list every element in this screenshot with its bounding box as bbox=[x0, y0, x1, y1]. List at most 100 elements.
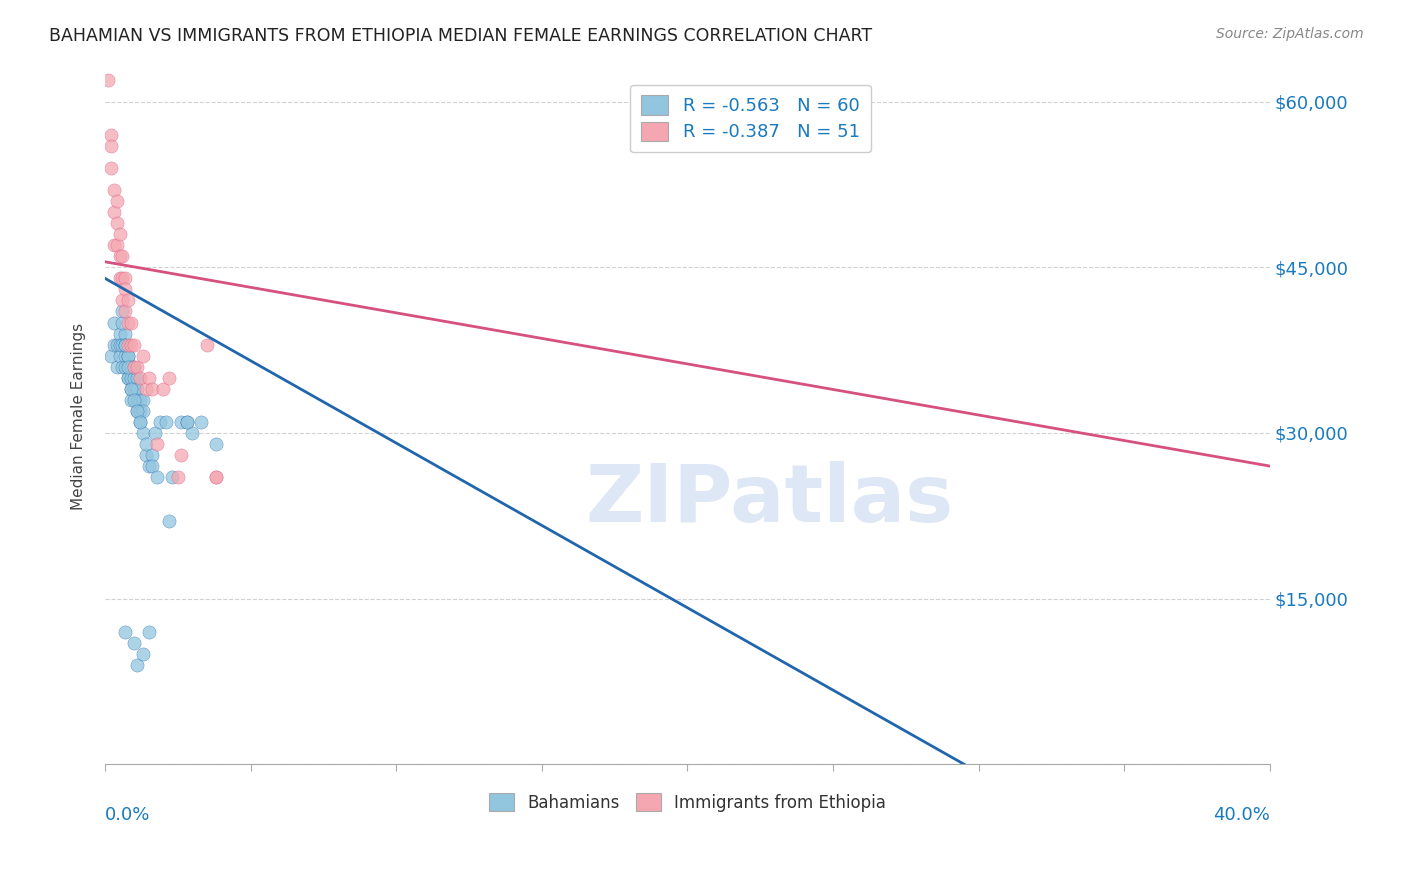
Point bbox=[103, 205, 125, 219]
Point bbox=[117, 337, 139, 351]
Point bbox=[105, 238, 128, 252]
Point bbox=[105, 216, 128, 230]
Point bbox=[157, 370, 180, 384]
Point bbox=[195, 337, 218, 351]
Point bbox=[111, 337, 134, 351]
Point bbox=[100, 138, 122, 153]
Point bbox=[122, 370, 145, 384]
Point bbox=[129, 415, 152, 429]
Point bbox=[125, 404, 148, 418]
Text: 40.0%: 40.0% bbox=[1213, 806, 1270, 824]
Point bbox=[141, 448, 163, 462]
Point bbox=[138, 624, 160, 639]
Point bbox=[190, 415, 212, 429]
Point bbox=[125, 657, 148, 672]
Point bbox=[132, 392, 155, 407]
Point bbox=[149, 415, 172, 429]
Point bbox=[155, 415, 177, 429]
Point bbox=[100, 128, 122, 142]
Point bbox=[108, 249, 131, 263]
Point bbox=[176, 415, 198, 429]
Point bbox=[122, 382, 145, 396]
Point bbox=[103, 337, 125, 351]
Point bbox=[125, 392, 148, 407]
Point bbox=[103, 238, 125, 252]
Point bbox=[117, 349, 139, 363]
Point bbox=[138, 370, 160, 384]
Point bbox=[111, 271, 134, 285]
Point bbox=[117, 293, 139, 308]
Point bbox=[108, 227, 131, 242]
Point bbox=[120, 382, 142, 396]
Text: BAHAMIAN VS IMMIGRANTS FROM ETHIOPIA MEDIAN FEMALE EARNINGS CORRELATION CHART: BAHAMIAN VS IMMIGRANTS FROM ETHIOPIA MED… bbox=[49, 27, 872, 45]
Point bbox=[117, 349, 139, 363]
Point bbox=[125, 359, 148, 374]
Point bbox=[100, 349, 122, 363]
Point bbox=[157, 514, 180, 528]
Point bbox=[120, 382, 142, 396]
Point bbox=[108, 349, 131, 363]
Legend: Bahamians, Immigrants from Ethiopia: Bahamians, Immigrants from Ethiopia bbox=[482, 787, 893, 819]
Point bbox=[120, 359, 142, 374]
Point bbox=[181, 425, 204, 440]
Point bbox=[114, 359, 136, 374]
Point bbox=[132, 404, 155, 418]
Text: Source: ZipAtlas.com: Source: ZipAtlas.com bbox=[1216, 27, 1364, 41]
Point bbox=[114, 337, 136, 351]
Point bbox=[132, 425, 155, 440]
Point bbox=[135, 448, 157, 462]
Point bbox=[120, 370, 142, 384]
Point bbox=[122, 337, 145, 351]
Point bbox=[105, 337, 128, 351]
Point bbox=[105, 359, 128, 374]
Point bbox=[146, 470, 169, 484]
Point bbox=[100, 161, 122, 175]
Point bbox=[97, 72, 120, 87]
Point bbox=[204, 470, 226, 484]
Point bbox=[111, 359, 134, 374]
Point bbox=[105, 194, 128, 208]
Point bbox=[117, 370, 139, 384]
Y-axis label: Median Female Earnings: Median Female Earnings bbox=[72, 323, 86, 510]
Point bbox=[114, 349, 136, 363]
Point bbox=[204, 470, 226, 484]
Point bbox=[129, 392, 152, 407]
Point bbox=[117, 316, 139, 330]
Point bbox=[108, 326, 131, 341]
Point bbox=[135, 437, 157, 451]
Point bbox=[111, 304, 134, 318]
Point bbox=[143, 425, 166, 440]
Point bbox=[111, 249, 134, 263]
Text: ZIPatlas: ZIPatlas bbox=[585, 461, 953, 539]
Point bbox=[122, 359, 145, 374]
Point bbox=[141, 382, 163, 396]
Point bbox=[170, 415, 193, 429]
Point bbox=[111, 293, 134, 308]
Point bbox=[114, 326, 136, 341]
Point bbox=[135, 382, 157, 396]
Point bbox=[129, 415, 152, 429]
Point bbox=[114, 271, 136, 285]
Point bbox=[146, 437, 169, 451]
Point bbox=[120, 392, 142, 407]
Point bbox=[125, 404, 148, 418]
Text: 0.0%: 0.0% bbox=[105, 806, 150, 824]
Point bbox=[120, 337, 142, 351]
Point bbox=[120, 316, 142, 330]
Point bbox=[204, 437, 226, 451]
Point bbox=[166, 470, 188, 484]
Point bbox=[170, 448, 193, 462]
Point bbox=[114, 337, 136, 351]
Point bbox=[138, 459, 160, 474]
Point bbox=[122, 359, 145, 374]
Point bbox=[152, 382, 174, 396]
Point bbox=[117, 359, 139, 374]
Point bbox=[111, 316, 134, 330]
Point bbox=[114, 624, 136, 639]
Point bbox=[117, 370, 139, 384]
Point bbox=[122, 392, 145, 407]
Point bbox=[125, 382, 148, 396]
Point bbox=[125, 370, 148, 384]
Point bbox=[129, 370, 152, 384]
Point bbox=[103, 316, 125, 330]
